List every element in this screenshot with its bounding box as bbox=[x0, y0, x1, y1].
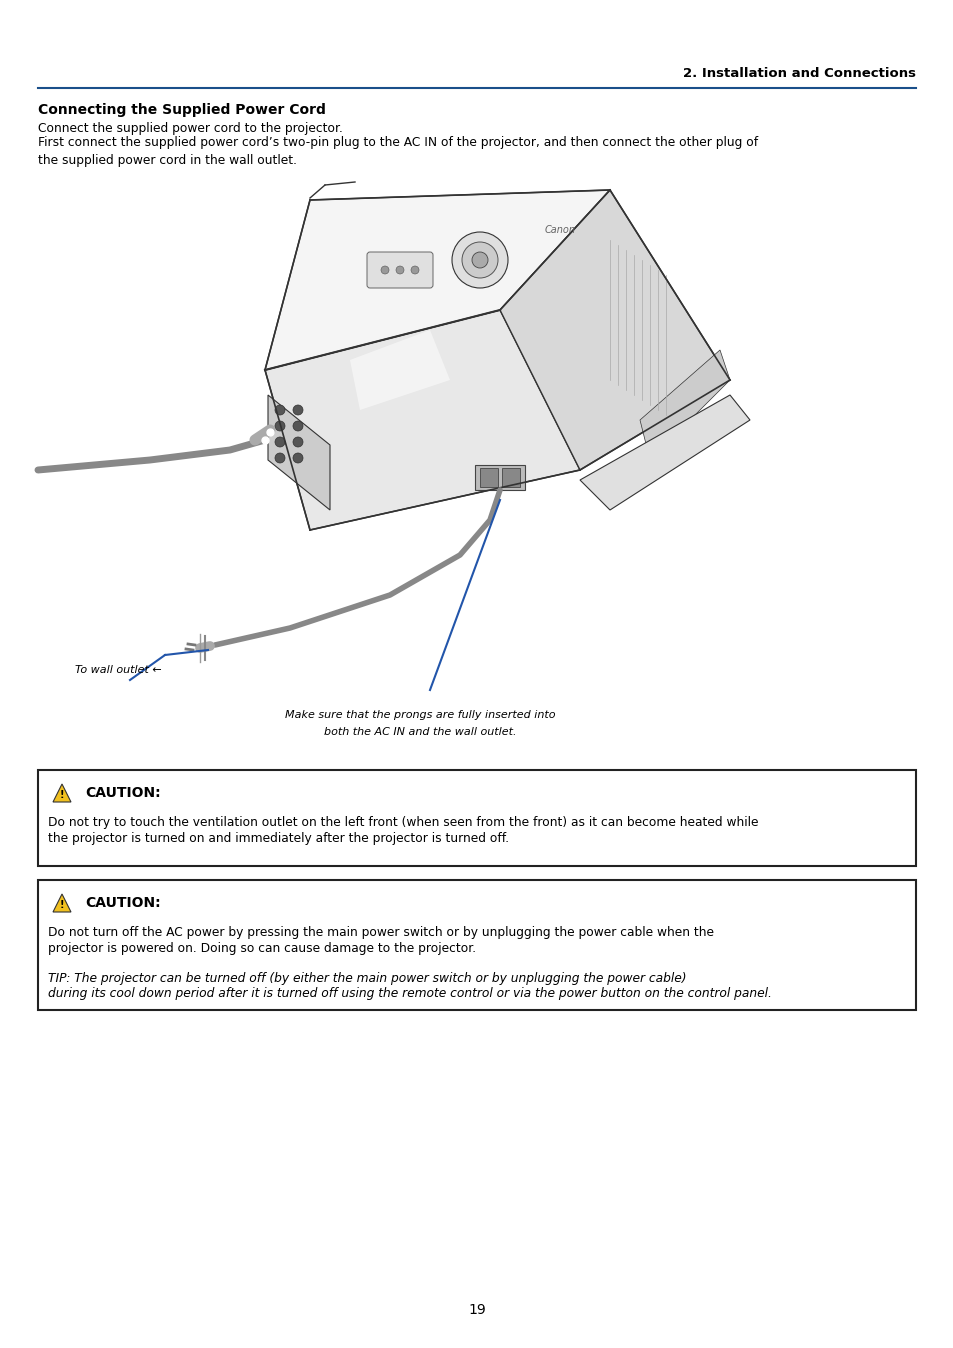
Circle shape bbox=[411, 266, 418, 274]
Text: the projector is turned on and immediately after the projector is turned off.: the projector is turned on and immediate… bbox=[48, 832, 509, 845]
Text: !: ! bbox=[60, 900, 64, 910]
Polygon shape bbox=[499, 190, 729, 470]
Circle shape bbox=[461, 243, 497, 278]
FancyBboxPatch shape bbox=[501, 468, 519, 487]
FancyBboxPatch shape bbox=[479, 468, 497, 487]
Text: CAUTION:: CAUTION: bbox=[85, 896, 160, 910]
Polygon shape bbox=[53, 894, 71, 913]
Circle shape bbox=[380, 266, 389, 274]
Circle shape bbox=[293, 437, 303, 448]
FancyBboxPatch shape bbox=[475, 465, 524, 491]
Text: projector is powered on. Doing so can cause damage to the projector.: projector is powered on. Doing so can ca… bbox=[48, 942, 476, 954]
Text: 2. Installation and Connections: 2. Installation and Connections bbox=[682, 67, 915, 80]
Polygon shape bbox=[265, 190, 609, 369]
Text: CAUTION:: CAUTION: bbox=[85, 786, 160, 799]
Circle shape bbox=[274, 421, 285, 431]
Polygon shape bbox=[268, 395, 330, 510]
Circle shape bbox=[274, 404, 285, 415]
FancyBboxPatch shape bbox=[38, 880, 915, 1010]
Polygon shape bbox=[639, 350, 729, 460]
Polygon shape bbox=[350, 330, 450, 410]
Text: TIP: The projector can be turned off (by either the main power switch or by unpl: TIP: The projector can be turned off (by… bbox=[48, 972, 686, 985]
Circle shape bbox=[293, 404, 303, 415]
Circle shape bbox=[452, 232, 507, 288]
Circle shape bbox=[293, 421, 303, 431]
Polygon shape bbox=[53, 785, 71, 802]
Text: during its cool down period after it is turned off using the remote control or v: during its cool down period after it is … bbox=[48, 987, 771, 1000]
Circle shape bbox=[395, 266, 403, 274]
Polygon shape bbox=[579, 395, 749, 510]
Text: Do not try to touch the ventilation outlet on the left front (when seen from the: Do not try to touch the ventilation outl… bbox=[48, 816, 758, 829]
FancyBboxPatch shape bbox=[367, 252, 433, 288]
Text: Canon: Canon bbox=[544, 225, 575, 235]
Text: both the AC IN and the wall outlet.: both the AC IN and the wall outlet. bbox=[323, 727, 516, 737]
Text: Connect the supplied power cord to the projector.: Connect the supplied power cord to the p… bbox=[38, 123, 342, 135]
Circle shape bbox=[274, 453, 285, 462]
Text: !: ! bbox=[60, 790, 64, 801]
Circle shape bbox=[293, 453, 303, 462]
Polygon shape bbox=[265, 310, 579, 530]
Text: Make sure that the prongs are fully inserted into: Make sure that the prongs are fully inse… bbox=[284, 710, 555, 720]
FancyBboxPatch shape bbox=[38, 770, 915, 865]
Text: Do not turn off the AC power by pressing the main power switch or by unplugging : Do not turn off the AC power by pressing… bbox=[48, 926, 713, 940]
Circle shape bbox=[274, 437, 285, 448]
Text: First connect the supplied power cord’s two-pin plug to the AC IN of the project: First connect the supplied power cord’s … bbox=[38, 136, 758, 167]
Text: To wall outlet ←: To wall outlet ← bbox=[75, 665, 162, 675]
Circle shape bbox=[472, 252, 488, 268]
Text: 19: 19 bbox=[468, 1304, 485, 1317]
Text: Connecting the Supplied Power Cord: Connecting the Supplied Power Cord bbox=[38, 102, 326, 117]
